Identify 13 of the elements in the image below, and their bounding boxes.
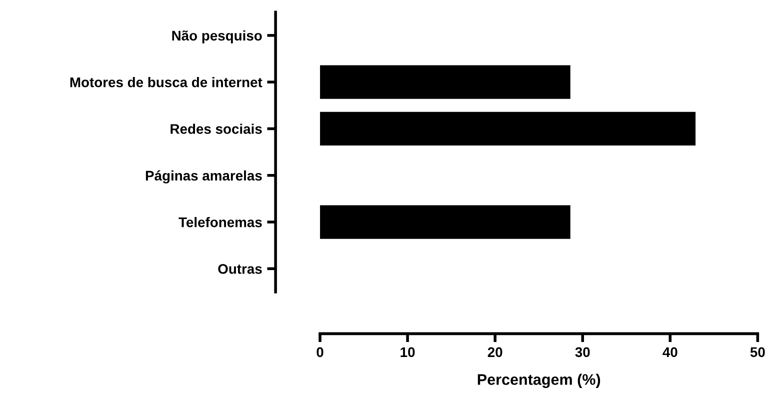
x-tick-label: 20 — [488, 347, 502, 358]
x-tick-label: 50 — [750, 347, 765, 358]
y-tick-label: Não pesquiso — [172, 30, 262, 44]
y-tick-label: Páginas amarelas — [146, 170, 262, 184]
x-tick-label: 0 — [316, 347, 324, 358]
y-tick-label: Redes sociais — [170, 124, 262, 134]
y-tick-label: Motores de busca de internet — [70, 77, 262, 88]
x-tick-label: 30 — [575, 347, 590, 358]
x-tick-label: 40 — [662, 347, 678, 358]
y-tick-label: Outras — [218, 264, 262, 274]
x-axis-title: Percentagem (%) — [478, 374, 600, 388]
y-tick-label: Telefonemas — [178, 217, 262, 228]
x-tick-label: 10 — [400, 347, 415, 358]
